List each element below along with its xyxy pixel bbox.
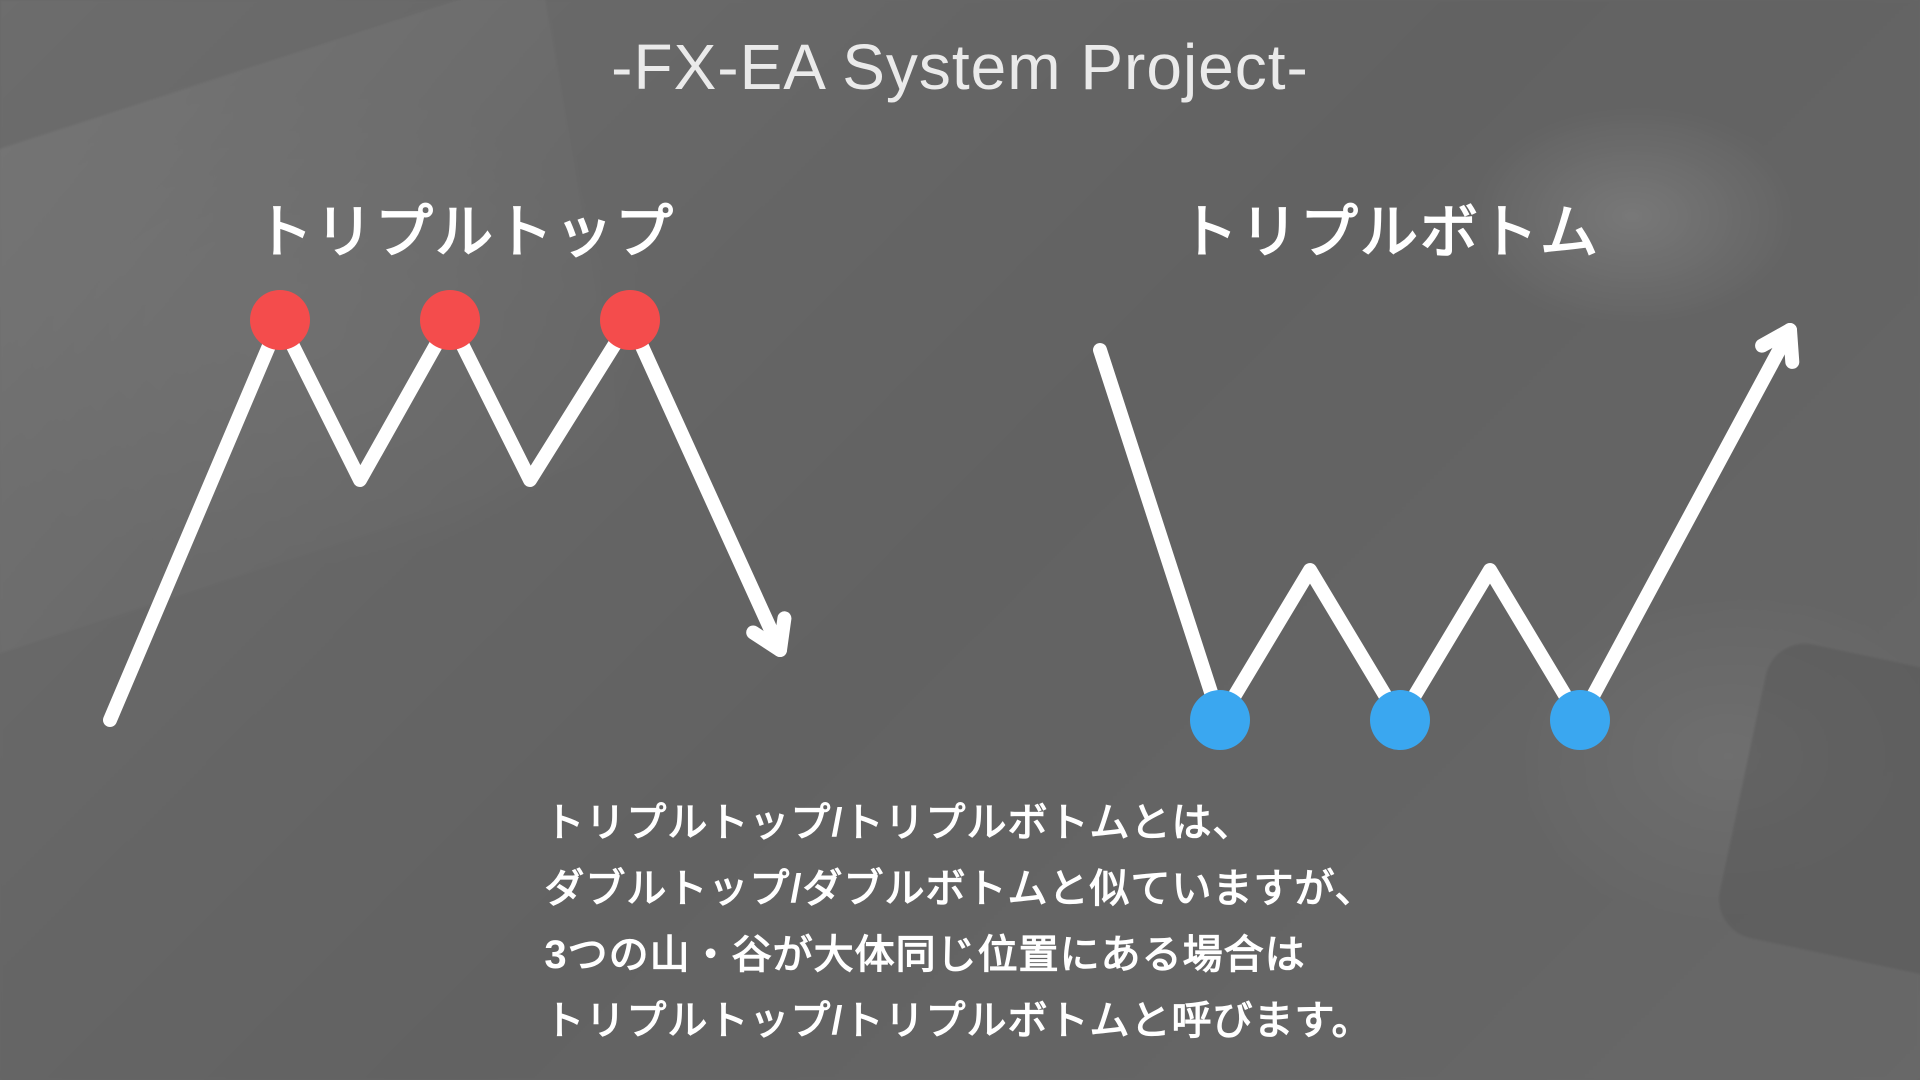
description-line: ダブルトップ/ダブルボトムと似ていますが、 (544, 867, 1375, 911)
triple-top-diagram (90, 280, 790, 740)
triple-bottom-diagram (1060, 320, 1820, 780)
description-line: トリプルトップ/トリプルボトムと呼びます。 (544, 999, 1372, 1043)
description-line: 3つの山・谷が大体同じ位置にある場合は (544, 933, 1305, 977)
page-title: -FX-EA System Project- (0, 30, 1920, 104)
description-block: トリプルトップ/トリプルボトムとは、 ダブルトップ/ダブルボトムと似ていますが、… (0, 790, 1920, 1054)
triple-bottom-label: トリプルボトム (1180, 185, 1600, 269)
triple-top-label: トリプルトップ (255, 185, 675, 269)
description-line: トリプルトップ/トリプルボトムとは、 (544, 801, 1253, 845)
